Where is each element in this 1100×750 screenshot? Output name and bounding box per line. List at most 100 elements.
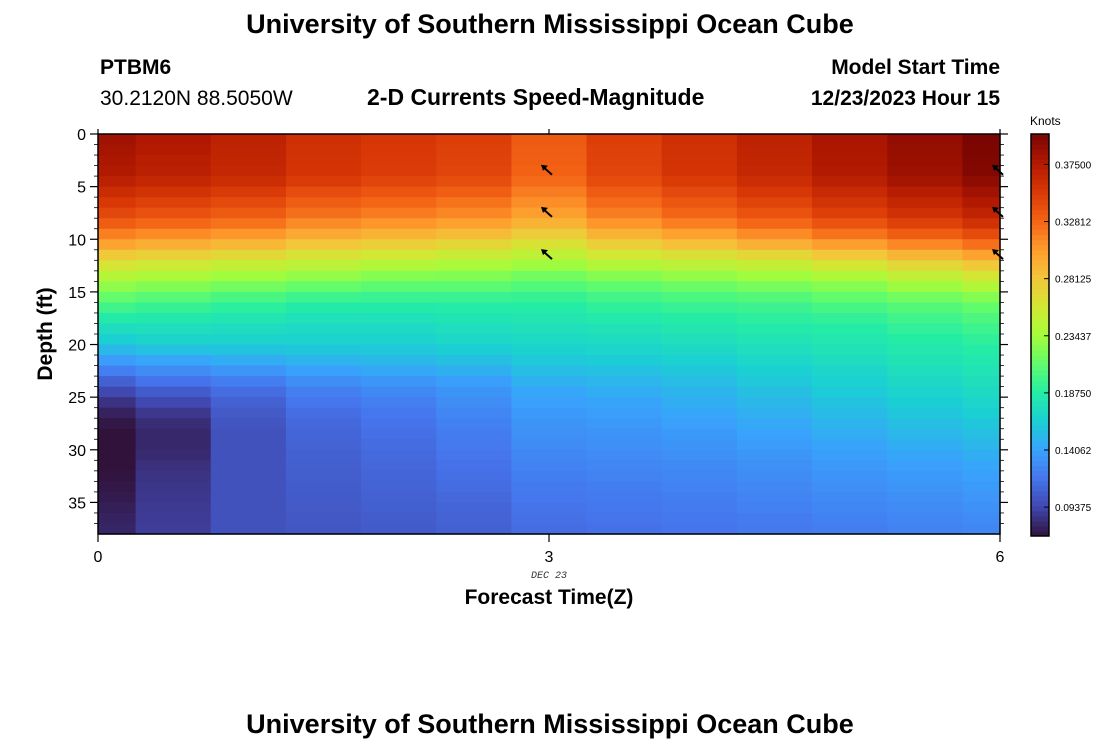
heatmap-cell	[135, 407, 212, 419]
heatmap-cell	[586, 407, 663, 419]
heatmap-cell	[661, 460, 738, 472]
heatmap-cell	[436, 418, 513, 430]
heatmap-cell	[812, 323, 888, 335]
heatmap-cell	[736, 334, 813, 346]
heatmap-cell	[511, 291, 588, 304]
heatmap-cell	[210, 460, 287, 472]
heatmap-cell	[436, 176, 513, 188]
heatmap-cell	[511, 397, 588, 409]
heatmap-cell	[661, 249, 738, 261]
colorbar-segment	[1031, 370, 1049, 376]
plot-title: 2-D Currents Speed-Magnitude	[367, 84, 705, 110]
heatmap-cell	[135, 281, 212, 293]
colorbar-segment	[1031, 254, 1049, 261]
heatmap-cell	[436, 449, 513, 461]
heatmap-cell	[135, 418, 212, 430]
heatmap-cell	[661, 312, 738, 325]
heatmap-cell	[361, 228, 437, 240]
colorbar-segment	[1031, 520, 1049, 527]
colorbar-segment	[1031, 375, 1049, 381]
colorbar-segment	[1031, 530, 1049, 537]
heatmap-cell	[812, 376, 888, 388]
heatmap-cell	[436, 355, 513, 367]
colorbar-tick-label: 0.14062	[1055, 446, 1092, 457]
heatmap-cell	[511, 439, 588, 451]
heatmap-cell	[812, 418, 888, 430]
heatmap-cell	[361, 186, 437, 198]
heatmap-cell	[361, 418, 437, 430]
heatmap-cell	[736, 323, 813, 335]
colorbar-segment	[1031, 169, 1049, 175]
heatmap-cell	[98, 365, 137, 377]
heatmap-cell	[98, 281, 137, 293]
heatmap-cell	[210, 397, 287, 409]
heatmap-cell	[887, 239, 964, 251]
heatmap-cell	[962, 165, 1001, 177]
heatmap-cell	[586, 165, 663, 177]
heatmap-cell	[962, 218, 1001, 230]
heatmap-cell	[812, 386, 888, 398]
heatmap-cell	[812, 365, 888, 377]
heatmap-cell	[812, 302, 888, 314]
heatmap-cell	[812, 165, 888, 177]
colorbar-segment	[1031, 445, 1049, 452]
heatmap-cell	[511, 270, 588, 282]
heatmap-cell	[210, 512, 287, 525]
heatmap-cell	[436, 155, 513, 167]
heatmap-cell	[962, 144, 1001, 156]
heatmap-cell	[736, 365, 813, 377]
current-vector-arrow	[992, 206, 1004, 218]
heatmap-cell	[511, 155, 588, 167]
heatmap-cell	[361, 323, 437, 335]
heatmap-cell	[135, 302, 212, 314]
heatmap-cell	[661, 323, 738, 335]
heatmap-cell	[887, 386, 964, 398]
heatmap-cell	[661, 281, 738, 293]
heatmap-cell	[210, 502, 287, 514]
heatmap-cell	[887, 197, 964, 209]
heatmap-cell	[361, 386, 437, 398]
heatmap-cell	[511, 218, 588, 230]
heatmap-cell	[511, 239, 588, 251]
heatmap-cell	[361, 260, 437, 272]
heatmap-cell	[962, 134, 1001, 146]
heatmap-cell	[812, 197, 888, 209]
heatmap-cell	[436, 134, 513, 146]
heatmap-cell	[661, 344, 738, 356]
colorbar-segment	[1031, 505, 1049, 512]
heatmap-cell	[361, 523, 437, 535]
colorbar-segment	[1031, 345, 1049, 351]
heatmap-cell	[285, 144, 362, 156]
heatmap-cell	[586, 239, 663, 251]
heatmap-cell	[812, 428, 888, 440]
heatmap-cell	[736, 165, 813, 177]
heatmap-cell	[285, 165, 362, 177]
heatmap-cell	[962, 407, 1001, 419]
heatmap-cell	[736, 344, 813, 356]
model-start-value: 12/23/2023 Hour 15	[810, 87, 1000, 110]
heatmap-cell	[962, 291, 1001, 304]
heatmap-cell	[436, 281, 513, 293]
heatmap-cell	[736, 302, 813, 314]
heatmap-cell	[887, 491, 964, 504]
colorbar-segment	[1031, 194, 1049, 200]
y-tick-label: 0	[77, 127, 86, 144]
heatmap-cell	[285, 491, 362, 504]
heatmap-cell	[661, 134, 738, 146]
heatmap-cell	[285, 449, 362, 461]
y-tick-label: 10	[68, 232, 86, 249]
heatmap-cell	[586, 386, 663, 398]
colorbar-segment	[1031, 385, 1049, 391]
heatmap-cell	[511, 355, 588, 367]
heatmap-cell	[812, 144, 888, 156]
heatmap-cell	[736, 207, 813, 219]
heatmap-cell	[511, 407, 588, 419]
heatmap-cell	[98, 523, 137, 535]
heatmap-cell	[135, 165, 212, 177]
heatmap-cell	[98, 460, 137, 472]
y-tick-label: 5	[77, 180, 86, 197]
heatmap-cell	[887, 376, 964, 388]
colorbar-segment	[1031, 134, 1049, 140]
heatmap-cell	[661, 386, 738, 398]
